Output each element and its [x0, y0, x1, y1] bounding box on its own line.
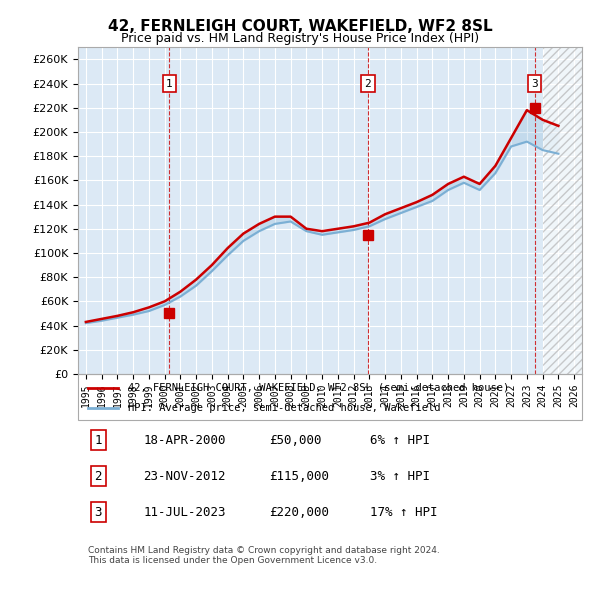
Text: £50,000: £50,000 — [269, 434, 322, 447]
Text: 42, FERNLEIGH COURT, WAKEFIELD, WF2 8SL (semi-detached house): 42, FERNLEIGH COURT, WAKEFIELD, WF2 8SL … — [128, 383, 509, 393]
Text: 23-NOV-2012: 23-NOV-2012 — [143, 470, 226, 483]
Text: 3: 3 — [532, 78, 538, 88]
Text: 3: 3 — [94, 506, 102, 519]
Text: 3% ↑ HPI: 3% ↑ HPI — [370, 470, 430, 483]
Text: 6% ↑ HPI: 6% ↑ HPI — [370, 434, 430, 447]
Text: 2: 2 — [364, 78, 371, 88]
Text: 11-JUL-2023: 11-JUL-2023 — [143, 506, 226, 519]
Text: £220,000: £220,000 — [269, 506, 329, 519]
Text: 42, FERNLEIGH COURT, WAKEFIELD, WF2 8SL: 42, FERNLEIGH COURT, WAKEFIELD, WF2 8SL — [107, 19, 493, 34]
Text: 2: 2 — [94, 470, 102, 483]
Text: HPI: Average price, semi-detached house, Wakefield: HPI: Average price, semi-detached house,… — [128, 404, 441, 414]
Text: 18-APR-2000: 18-APR-2000 — [143, 434, 226, 447]
Text: 1: 1 — [166, 78, 173, 88]
Text: Price paid vs. HM Land Registry's House Price Index (HPI): Price paid vs. HM Land Registry's House … — [121, 32, 479, 45]
Text: 17% ↑ HPI: 17% ↑ HPI — [370, 506, 438, 519]
Text: £115,000: £115,000 — [269, 470, 329, 483]
Text: Contains HM Land Registry data © Crown copyright and database right 2024.
This d: Contains HM Land Registry data © Crown c… — [88, 546, 440, 565]
Text: 1: 1 — [94, 434, 102, 447]
